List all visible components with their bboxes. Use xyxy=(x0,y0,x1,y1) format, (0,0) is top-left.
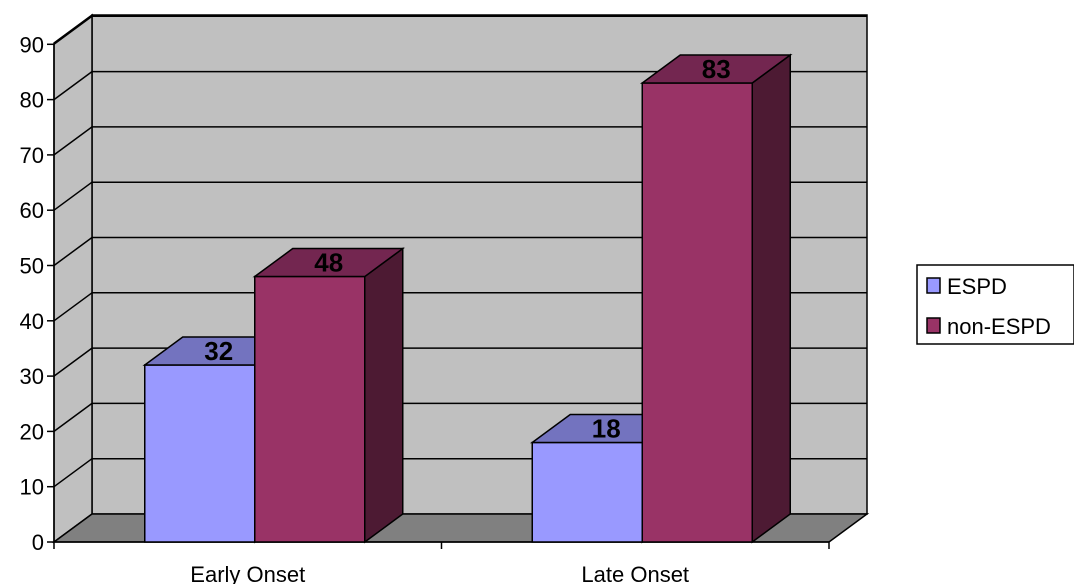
data-label-espd-early-onset: 32 xyxy=(204,336,233,366)
legend-label-non-espd: non-ESPD xyxy=(947,314,1051,339)
y-tick-label-80: 80 xyxy=(20,88,44,113)
x-tick-label-early-onset: Early Onset xyxy=(190,562,305,584)
bar-front-non-espd-early-onset xyxy=(254,275,366,543)
gridline-side-60 xyxy=(53,181,93,211)
bar-top-non-espd-late-onset xyxy=(639,54,793,84)
legend-box xyxy=(916,264,1074,345)
data-labels: 32 48 18 83 xyxy=(204,54,730,443)
x-tick-label-late-onset: Late Onset xyxy=(581,562,689,584)
bar-top-non-espd-early-onset xyxy=(252,247,406,278)
legend: ESPD non-ESPD xyxy=(916,264,1074,345)
bar-side-non-espd-early-onset xyxy=(364,247,404,544)
gridline-side-50 xyxy=(53,236,93,267)
y-tick-label-10: 10 xyxy=(20,475,44,500)
legend-label-espd: ESPD xyxy=(947,274,1007,299)
y-axis: 0 10 20 30 40 50 60 70 80 90 xyxy=(20,32,55,555)
bar-front-espd-late-onset xyxy=(531,441,643,543)
y-tick-label-30: 30 xyxy=(20,364,44,389)
bars xyxy=(142,53,793,544)
y-tick-label-60: 60 xyxy=(20,198,44,223)
data-label-espd-late-onset: 18 xyxy=(592,413,621,443)
bar-side-non-espd-late-onset xyxy=(751,53,791,544)
y-tick-label-70: 70 xyxy=(20,143,44,168)
x-axis: Early Onset Late Onset xyxy=(53,541,830,584)
gridline-side-30 xyxy=(53,347,93,377)
gridline-side-80 xyxy=(53,70,93,101)
data-label-non-espd-early-onset: 48 xyxy=(314,248,343,278)
gridline-side-20 xyxy=(53,402,93,433)
gridline-side-70 xyxy=(53,126,93,156)
legend-swatch-espd xyxy=(926,277,941,294)
legend-swatch-non-espd xyxy=(926,317,941,334)
bar-non-espd-late-onset xyxy=(639,53,793,544)
y-tick-label-0: 0 xyxy=(32,530,44,555)
bar-front-non-espd-late-onset xyxy=(641,82,753,543)
gridline-side-40 xyxy=(53,292,93,322)
bar-non-espd-early-onset xyxy=(252,247,406,544)
y-tick-label-50: 50 xyxy=(20,254,44,279)
y-tick-label-20: 20 xyxy=(20,419,44,444)
gridline-side-10 xyxy=(53,458,93,488)
y-tick-label-40: 40 xyxy=(20,309,44,334)
bar-front-espd-early-onset xyxy=(144,364,256,543)
y-tick-label-90: 90 xyxy=(20,32,44,57)
data-label-non-espd-late-onset: 83 xyxy=(702,54,731,84)
gridline-side-90 xyxy=(53,15,93,45)
